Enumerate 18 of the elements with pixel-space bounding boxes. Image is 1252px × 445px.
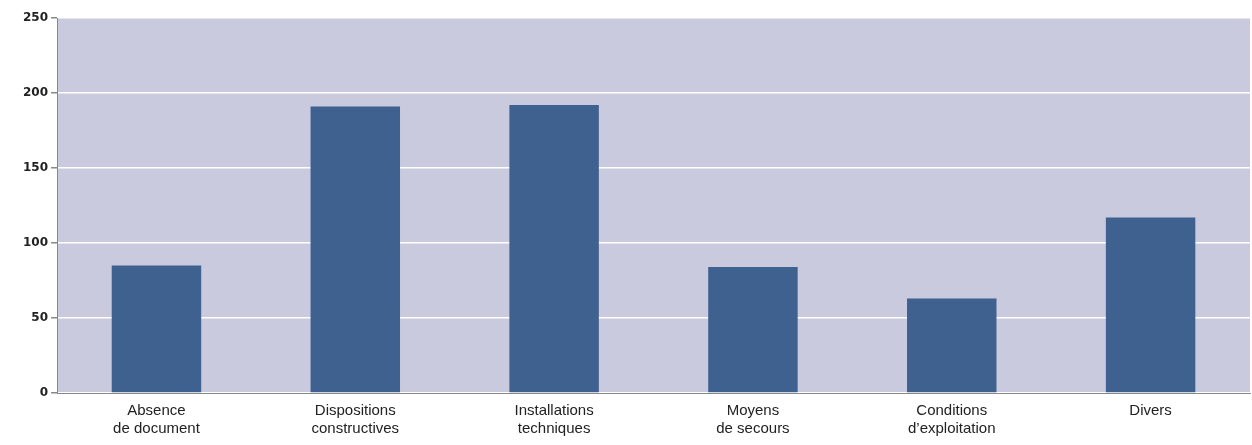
bar bbox=[708, 267, 798, 393]
x-tick-label: Moyens de secours bbox=[716, 401, 790, 437]
y-tick-label: 100 bbox=[22, 235, 49, 250]
y-tick-label: 200 bbox=[22, 85, 49, 100]
x-tick-label: Installations techniques bbox=[514, 401, 594, 437]
bar bbox=[310, 106, 401, 393]
x-tick-label: Absence de document bbox=[113, 401, 201, 437]
y-tick-label: 50 bbox=[31, 310, 49, 325]
y-tick-label: 250 bbox=[22, 10, 49, 25]
x-tick-label: Divers bbox=[1129, 401, 1172, 419]
bar bbox=[1105, 217, 1196, 393]
bar bbox=[907, 298, 997, 393]
x-tick-label: Dispositions constructives bbox=[311, 401, 400, 437]
bar bbox=[111, 265, 202, 393]
bar bbox=[509, 105, 599, 393]
y-tick-label: 150 bbox=[22, 160, 49, 175]
y-tick-label: 0 bbox=[39, 385, 49, 400]
x-tick-label: Conditions d’exploitation bbox=[907, 401, 996, 437]
